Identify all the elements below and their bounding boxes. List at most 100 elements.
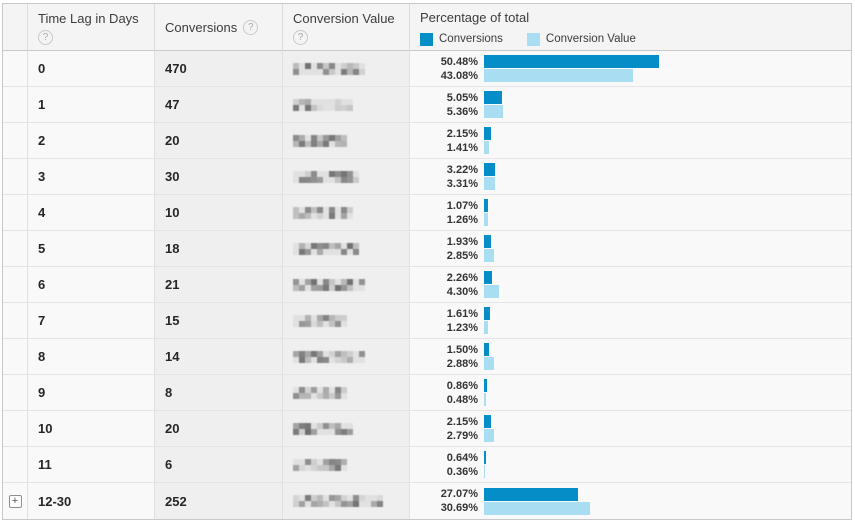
expand-cell: +: [3, 51, 28, 86]
expand-row-button[interactable]: +: [8, 494, 22, 508]
conversions-value: 14: [165, 349, 180, 364]
conversion-value-pct-label: 0.48%: [446, 393, 478, 406]
column-header-conversions: Conversions ?: [155, 4, 283, 51]
conversion-value-cell: [283, 123, 410, 158]
time-lag-cell: 2: [28, 123, 155, 158]
time-lag-value: 0: [38, 61, 46, 76]
conversion-value-bar-line: 5.36%: [410, 105, 851, 119]
conversions-cell: 470: [155, 51, 283, 86]
conversion-value-bar: [484, 321, 489, 334]
conversions-bar-line: 0.86%: [410, 379, 851, 393]
percentage-cell: 2.15% 2.79%: [410, 411, 851, 446]
percentage-cell: 5.05% 5.36%: [410, 87, 851, 122]
conversion-value-cell: [283, 303, 410, 338]
expand-column-header: [3, 4, 28, 51]
table-row: + 4 10 1.07% 1.26%: [3, 195, 851, 231]
conversions-bar: [484, 127, 492, 140]
table-header-row: Time Lag in Days ? Conversions ? Convers…: [3, 4, 851, 51]
percentage-cell: 3.22% 3.31%: [410, 159, 851, 194]
time-lag-cell: 8: [28, 339, 155, 374]
conversion-value-bar-line: 1.23%: [410, 321, 851, 335]
conversion-value-pct-label: 5.36%: [446, 105, 478, 118]
help-icon[interactable]: ?: [243, 20, 259, 35]
conversion-value-pct-label: 2.85%: [446, 249, 478, 262]
table-row: + 9 8 0.86% 0.48%: [3, 375, 851, 411]
conversions-cell: 21: [155, 267, 283, 302]
conversions-bar-line: 0.64%: [410, 451, 851, 465]
legend-item-conversion-value: Conversion Value: [526, 31, 636, 47]
conversion-value-cell: [283, 267, 410, 302]
conversions-value: 252: [165, 493, 187, 509]
percentage-cell: 2.26% 4.30%: [410, 267, 851, 302]
conversions-cell: 252: [155, 483, 283, 519]
time-lag-cell: 9: [28, 375, 155, 410]
conversion-value-header-label: Conversion Value: [293, 10, 395, 26]
conversions-value: 18: [165, 241, 180, 256]
conversions-value: 470: [165, 61, 187, 76]
redacted-conversion-value: [293, 62, 366, 75]
expand-cell: +: [3, 339, 28, 374]
conversion-value-pct-label: 0.36%: [446, 465, 478, 478]
expand-cell: +: [3, 375, 28, 410]
time-lag-value: 9: [38, 385, 46, 400]
conversions-pct-label: 0.64%: [446, 451, 478, 464]
conversions-bar: [484, 343, 490, 356]
conversion-value-bar: [484, 357, 494, 370]
conversion-value-bar-line: 2.85%: [410, 249, 851, 263]
conversions-bar: [484, 235, 491, 248]
conversions-cell: 20: [155, 123, 283, 158]
expand-cell: +: [3, 303, 28, 338]
conversions-value: 6: [165, 457, 173, 472]
conversions-cell: 8: [155, 375, 283, 410]
redacted-conversion-value: [293, 134, 347, 147]
conversions-bar-line: 1.93%: [410, 235, 851, 249]
help-icon[interactable]: ?: [293, 29, 308, 45]
conversions-bar-line: 27.07%: [410, 487, 851, 501]
conversion-value-bar: [484, 213, 489, 226]
conversion-value-cell: [283, 483, 410, 519]
conversions-pct-label: 1.61%: [446, 307, 478, 320]
conversion-value-cell: [283, 339, 410, 374]
expand-cell: +: [3, 231, 28, 266]
conversions-cell: 10: [155, 195, 283, 230]
conversions-bar-line: 2.15%: [410, 127, 851, 141]
conversions-cell: 14: [155, 339, 283, 374]
time-lag-value: 8: [38, 349, 46, 364]
conversion-value-cell: [283, 159, 410, 194]
conversions-cell: 15: [155, 303, 283, 338]
conversion-value-cell: [283, 411, 410, 446]
conversions-bar: [484, 271, 492, 284]
conversions-pct-label: 3.22%: [446, 163, 478, 176]
percentage-cell: 27.07% 30.69%: [410, 483, 851, 519]
expand-cell: +: [3, 195, 28, 230]
conversion-value-cell: [283, 375, 410, 410]
column-header-time-lag: Time Lag in Days ?: [28, 4, 155, 51]
conversion-value-pct-label: 43.08%: [440, 69, 478, 82]
conversion-value-bar-line: 3.31%: [410, 177, 851, 191]
conversions-bar-line: 1.07%: [410, 199, 851, 213]
conversion-value-cell: [283, 447, 410, 482]
expand-cell: +: [3, 159, 28, 194]
percentage-cell: 1.61% 1.23%: [410, 303, 851, 338]
time-lag-cell: 0: [28, 51, 155, 86]
conversions-value: 8: [165, 385, 173, 400]
conversions-cell: 30: [155, 159, 283, 194]
percentage-cell: 2.15% 1.41%: [410, 123, 851, 158]
legend-label-conversion-value: Conversion Value: [545, 33, 636, 45]
conversions-bar-line: 1.61%: [410, 307, 851, 321]
conversions-bar: [484, 451, 487, 464]
time-lag-value: 4: [38, 205, 46, 220]
table-row: + 5 18 1.93% 2.85%: [3, 231, 851, 267]
legend-item-conversions: Conversions: [420, 31, 503, 47]
conversions-value: 30: [165, 169, 180, 184]
time-lag-value: 6: [38, 277, 46, 292]
conversions-value: 20: [165, 421, 180, 436]
percentage-cell: 0.86% 0.48%: [410, 375, 851, 410]
redacted-conversion-value: [293, 314, 351, 327]
conversion-value-bar-line: 4.30%: [410, 285, 851, 299]
legend-label-conversions: Conversions: [439, 33, 503, 45]
help-icon[interactable]: ?: [38, 29, 53, 45]
conversions-cell: 6: [155, 447, 283, 482]
redacted-conversion-value: [293, 278, 369, 291]
time-lag-cell: 5: [28, 231, 155, 266]
